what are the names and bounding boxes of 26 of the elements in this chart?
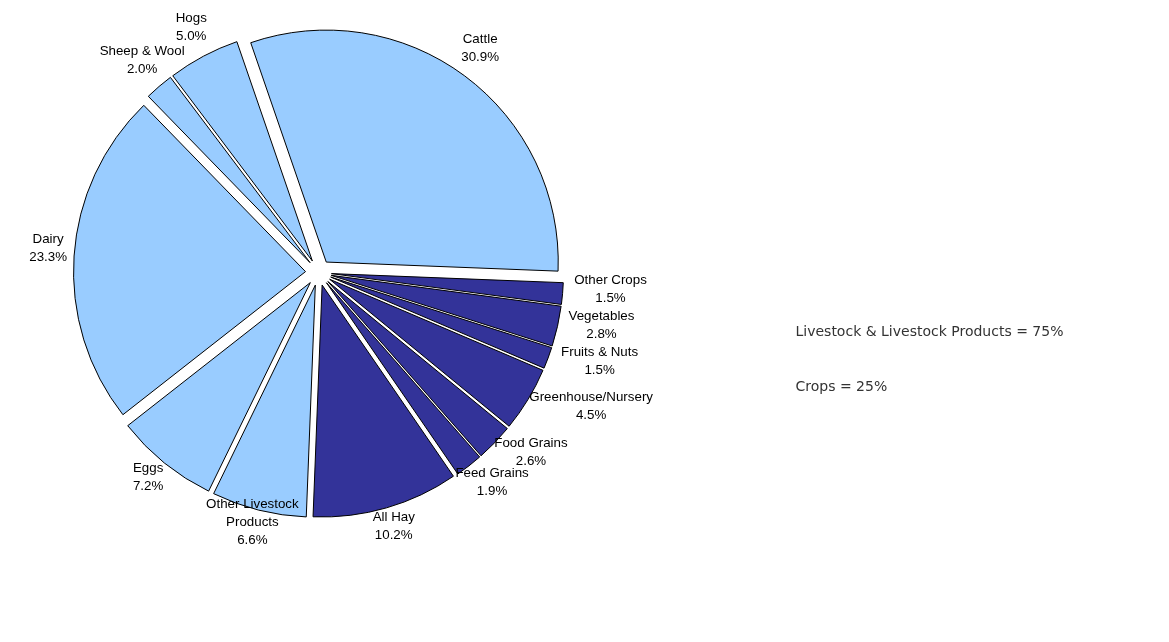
- text: Crops = 25%: [795, 377, 888, 394]
- data-label: 1.5%: [595, 290, 626, 306]
- data-label: 1.5%: [584, 361, 615, 377]
- data-label: 1.9%: [476, 483, 508, 499]
- data-label: 2.8%: [586, 326, 617, 342]
- slice-label: Other Livestock Products: [206, 495, 300, 529]
- slice-label: Food Grains: [494, 435, 568, 451]
- data-label: 10.2%: [374, 527, 413, 543]
- slice-label: Cattle: [462, 31, 498, 47]
- slice-label: Eggs: [132, 459, 164, 475]
- data-label: 6.6%: [237, 531, 268, 547]
- data-label: 2.0%: [126, 61, 158, 77]
- data-label: 30.9%: [461, 49, 500, 65]
- slice-label: Sheep & Wool: [99, 43, 185, 59]
- slice-label: All Hay: [372, 509, 416, 525]
- slice-label: Dairy: [32, 230, 64, 246]
- slice-label: Other Crops: [574, 272, 648, 288]
- slice-label: Fruits & Nuts: [561, 343, 639, 359]
- data-label: 7.2%: [132, 477, 164, 493]
- data-label: 4.5%: [575, 407, 607, 423]
- slice-label: Hogs: [175, 9, 208, 25]
- data-label: 23.3%: [29, 248, 68, 264]
- data-label: 5.0%: [176, 27, 207, 43]
- slice-label: Greenhouse/Nursery: [529, 389, 654, 405]
- text: Livestock & Livestock Products = 75%: [795, 322, 1064, 339]
- slice-label: Vegetables: [568, 308, 635, 324]
